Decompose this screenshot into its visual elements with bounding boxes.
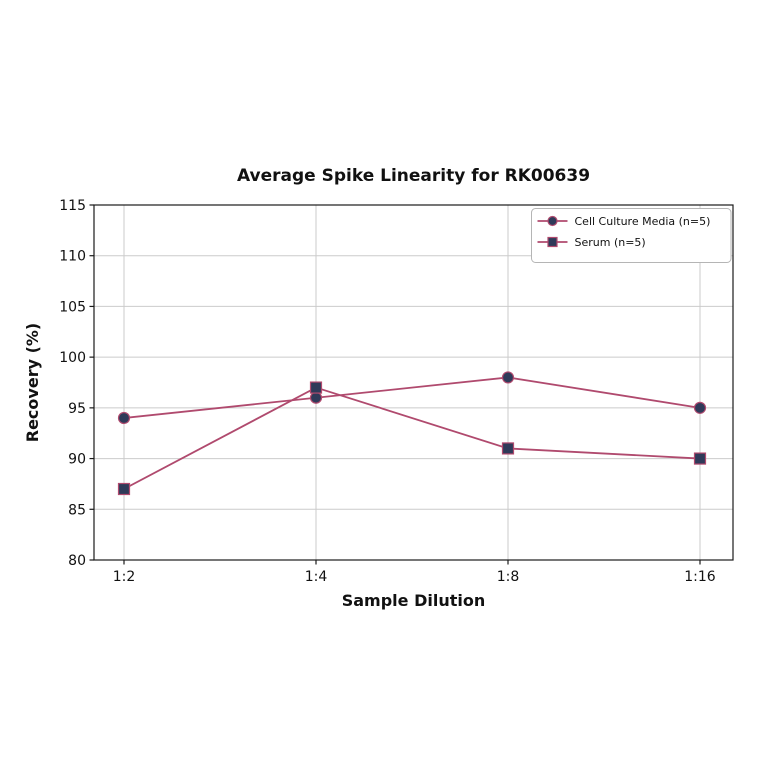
series-line-1	[123, 386, 701, 490]
series-layer	[117, 371, 707, 496]
legend-marker-circle	[547, 215, 558, 227]
y-tick-label: 95	[68, 401, 86, 417]
y-axis-label: Recovery (%)	[23, 323, 42, 442]
series-line-0	[123, 376, 701, 419]
x-tick-label: 1:4	[305, 569, 328, 585]
data-point-square	[117, 482, 131, 496]
x-axis-label: Sample Dilution	[342, 591, 486, 610]
legend-box	[531, 208, 732, 263]
data-point-circle	[309, 391, 323, 404]
y-tick-label: 100	[59, 350, 86, 366]
data-point-circle	[693, 401, 707, 414]
data-point-circle	[501, 371, 515, 384]
legend-label: Cell Culture Media (n=5)	[575, 215, 711, 228]
y-tick-label: 85	[68, 502, 86, 518]
y-tick-label: 115	[59, 198, 86, 214]
axis-layer: 80 85 90 95 100 105 110 115 1:2 1:4 1:8 1:16	[59, 198, 734, 585]
plot-border	[93, 204, 734, 561]
legend: Cell Culture Media (n=5) Serum (n=5)	[531, 208, 732, 263]
y-tick-label: 90	[68, 452, 86, 468]
x-tick-label: 1:2	[113, 569, 136, 585]
data-point-square	[693, 452, 707, 465]
y-tick-label: 110	[59, 249, 86, 265]
legend-label: Serum (n=5)	[575, 236, 646, 249]
grid-layer	[94, 204, 733, 561]
chart-title: Average Spike Linearity for RK00639	[237, 166, 590, 186]
x-tick-label: 1:8	[497, 569, 520, 585]
data-point-square	[309, 381, 323, 394]
legend-marker-square	[547, 236, 558, 248]
x-tick-label: 1:16	[684, 569, 716, 585]
y-tick-label: 105	[59, 299, 86, 315]
data-point-circle	[117, 411, 131, 425]
data-point-square	[501, 442, 515, 455]
y-tick-label: 80	[68, 553, 86, 569]
